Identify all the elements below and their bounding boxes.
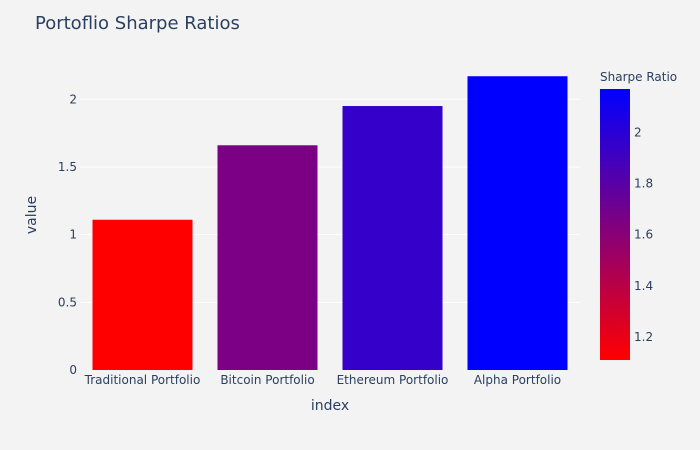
y-tick-label: 2 [69,92,77,106]
x-tick-label: Alpha Portfolio [474,373,561,387]
x-tick-label: Traditional Portfolio [84,373,201,387]
x-tick-labels: Traditional Portfolio Bitcoin Portfolio Et… [84,373,561,387]
colorbar-tick-label: 2 [634,125,642,139]
colorbar-gradient [600,89,630,360]
bar[interactable] [217,145,318,370]
colorbar-tick-labels: 1.2 1.4 1.6 1.8 2 [634,125,653,344]
chart-title: Portoflio Sharpe Ratios [35,13,240,34]
x-axis-title: index [311,398,349,414]
colorbar-tick-label: 1.4 [634,279,653,293]
x-tick-label: Bitcoin Portfolio [220,373,314,387]
colorbar-title: Sharpe Ratio [600,70,677,84]
y-tick-labels: 0 0.5 1 1.5 2 [58,92,77,377]
colorbar-tick-label: 1.6 [634,228,653,242]
y-tick-label: 0 [69,363,77,377]
x-tick-label: Ethereum Portfolio [337,373,449,387]
colorbar: Sharpe Ratio 1.2 1.4 1.6 1.8 2 [600,70,677,360]
bar[interactable] [342,106,443,371]
y-tick-label: 1 [69,228,77,242]
colorbar-tick-label: 1.2 [634,330,653,344]
bar[interactable] [92,219,193,370]
y-axis-title: value [24,196,40,234]
y-tick-label: 1.5 [58,160,77,174]
bar[interactable] [467,76,568,371]
y-tick-label: 0.5 [58,295,77,309]
bars [92,76,568,371]
colorbar-tick-label: 1.8 [634,177,653,191]
